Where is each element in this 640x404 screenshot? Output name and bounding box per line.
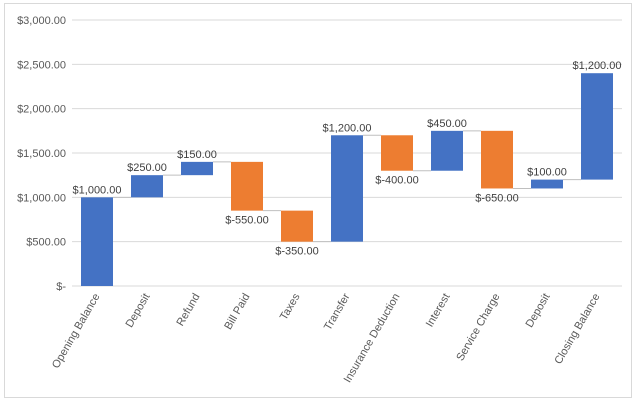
bar [131, 175, 163, 198]
bar [481, 130, 513, 189]
category-label: Refund [174, 292, 202, 329]
category-label: Opening Balance [50, 292, 103, 371]
bar [431, 130, 463, 171]
data-label: $250.00 [127, 162, 167, 174]
y-tick-label: $1,500.00 [17, 148, 66, 160]
bar [181, 161, 213, 176]
bar [81, 197, 113, 286]
data-label: $1,200.00 [323, 122, 372, 134]
bar [531, 179, 563, 189]
y-tick-label: $2,500.00 [17, 59, 66, 71]
bar [231, 161, 263, 211]
category-label: Insurance Deduction [342, 292, 403, 385]
y-tick-label: $- [56, 281, 66, 293]
data-label: $150.00 [177, 149, 217, 161]
data-label: $450.00 [427, 118, 467, 130]
bar [381, 135, 413, 171]
category-label: Closing Balance [552, 292, 602, 367]
data-label: $1,200.00 [573, 60, 622, 72]
bar [331, 135, 363, 242]
category-label: Deposit [524, 292, 553, 330]
category-label: Service Charge [454, 292, 502, 364]
data-label: $-650.00 [475, 192, 518, 204]
category-label: Bill Paid [222, 292, 252, 332]
data-label: $100.00 [527, 167, 567, 179]
y-tick-label: $3,000.00 [17, 15, 66, 27]
data-label: $-550.00 [225, 215, 268, 227]
y-tick-label: $2,000.00 [17, 104, 66, 116]
category-label: Transfer [322, 291, 353, 332]
category-label: Interest [424, 292, 453, 330]
data-label: $-400.00 [375, 175, 418, 187]
y-tick-label: $500.00 [26, 237, 66, 249]
bar [581, 73, 613, 180]
data-label: $1,000.00 [73, 184, 122, 196]
category-label: Deposit [124, 292, 153, 330]
data-label: $-350.00 [275, 246, 318, 258]
y-tick-label: $1,000.00 [17, 192, 66, 204]
bar [281, 210, 313, 242]
category-label: Taxes [278, 291, 303, 322]
